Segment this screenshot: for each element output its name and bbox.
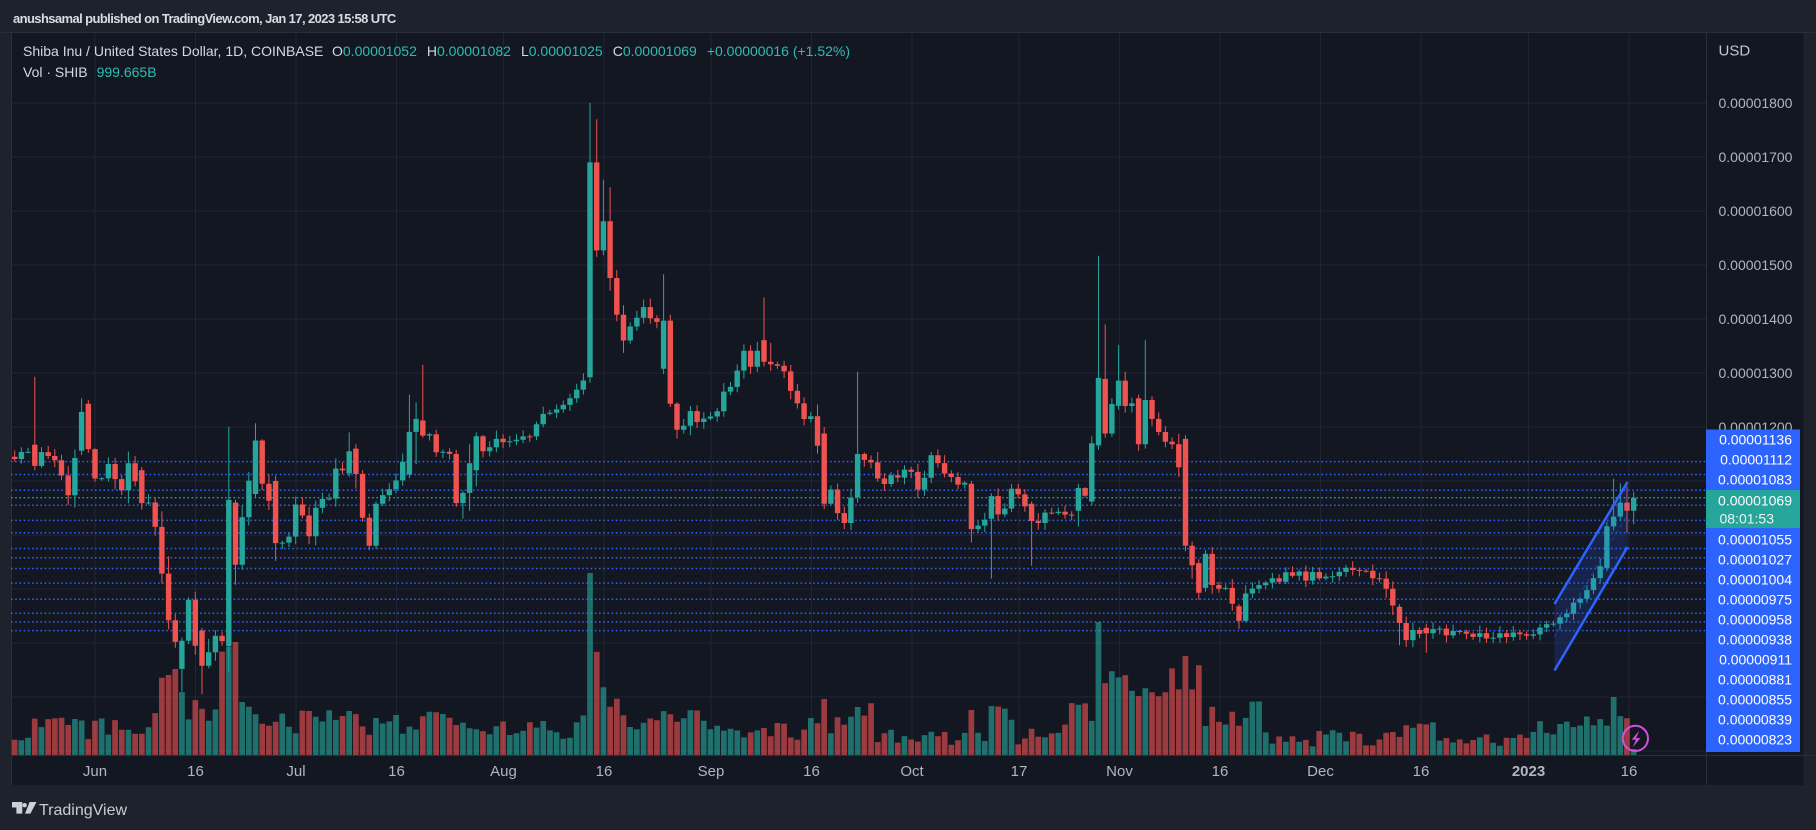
svg-text:anushsamal published on Tradin: anushsamal published on TradingView.com,… <box>13 11 397 26</box>
svg-text:Oct: Oct <box>900 763 924 780</box>
svg-text:0.00000881: 0.00000881 <box>1718 672 1792 688</box>
svg-text:0.00001800: 0.00001800 <box>1719 95 1793 111</box>
svg-text:0.00000823: 0.00000823 <box>1718 732 1792 748</box>
svg-text:0.00001136: 0.00001136 <box>1719 432 1792 448</box>
svg-text:16: 16 <box>1212 763 1229 780</box>
svg-text:0.00001004: 0.00001004 <box>1718 572 1792 588</box>
svg-text:0.00001300: 0.00001300 <box>1719 365 1793 381</box>
svg-text:Jun: Jun <box>83 763 107 780</box>
svg-text:0.00000839: 0.00000839 <box>1718 712 1792 728</box>
svg-text:16: 16 <box>1413 763 1430 780</box>
svg-text:Aug: Aug <box>490 763 517 780</box>
svg-text:16: 16 <box>1621 763 1638 780</box>
svg-text:0.00001600: 0.00001600 <box>1719 203 1793 219</box>
svg-text:0.00001055: 0.00001055 <box>1718 532 1792 548</box>
svg-text:Dec: Dec <box>1307 763 1334 780</box>
svg-text:0.00001027: 0.00001027 <box>1718 552 1792 568</box>
svg-text:Shiba Inu / United States Doll: Shiba Inu / United States Dollar, 1D, CO… <box>23 43 323 59</box>
svg-text:0.00000938: 0.00000938 <box>1718 632 1792 648</box>
svg-text:0.00001700: 0.00001700 <box>1719 149 1793 165</box>
svg-text:08:01:53: 08:01:53 <box>1720 510 1775 526</box>
svg-text:Jul: Jul <box>286 763 305 780</box>
svg-text:0.00001069: 0.00001069 <box>1718 493 1792 509</box>
svg-text:0.00000911: 0.00000911 <box>1719 652 1792 668</box>
svg-text:0.00001112: 0.00001112 <box>1720 452 1792 468</box>
svg-text:Nov: Nov <box>1106 763 1133 780</box>
svg-text:16: 16 <box>388 763 405 780</box>
svg-text:Sep: Sep <box>698 763 725 780</box>
svg-text:16: 16 <box>803 763 820 780</box>
svg-text:TradingView: TradingView <box>39 802 127 819</box>
svg-text:16: 16 <box>596 763 613 780</box>
svg-text:USD: USD <box>1719 43 1751 60</box>
svg-text:17: 17 <box>1011 763 1028 780</box>
svg-text:0.00000975: 0.00000975 <box>1718 592 1792 608</box>
svg-text:0.00000855: 0.00000855 <box>1718 692 1792 708</box>
svg-text:2023: 2023 <box>1512 763 1545 780</box>
svg-text:0.00000958: 0.00000958 <box>1718 612 1792 628</box>
svg-text:0.00001083: 0.00001083 <box>1718 472 1792 488</box>
svg-text:0.00001500: 0.00001500 <box>1719 257 1793 273</box>
svg-text:16: 16 <box>187 763 204 780</box>
svg-text:0.00001400: 0.00001400 <box>1719 311 1793 327</box>
